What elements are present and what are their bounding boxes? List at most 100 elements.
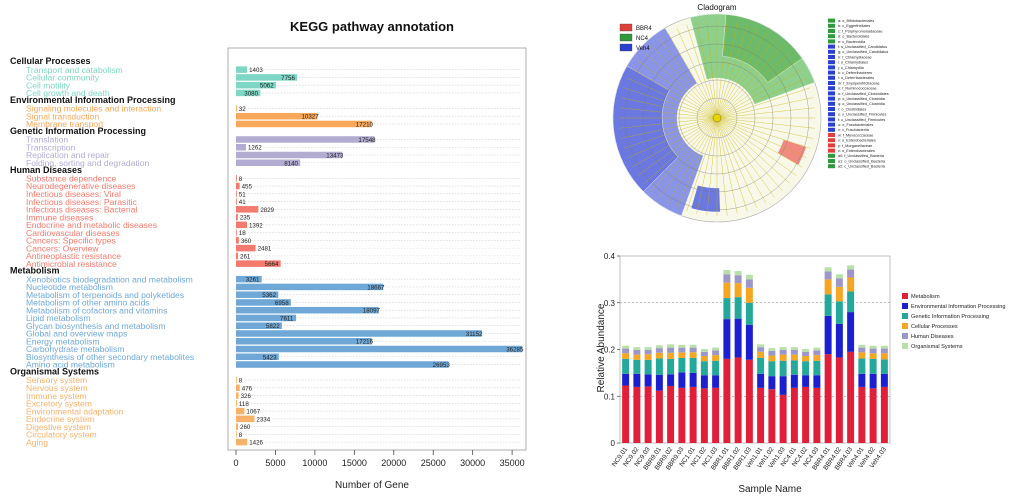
stacked-bar-segment: [858, 386, 866, 443]
cladogram-taxon-swatch: [828, 23, 835, 28]
stacked-bar-segment: [790, 347, 798, 350]
stacked-bar-segment: [824, 354, 832, 443]
stacked-bar-segment: [633, 386, 641, 443]
cladogram-branch: [627, 117, 718, 159]
stacked-bar-segment: [689, 386, 697, 443]
kegg-value-label: 6958: [275, 300, 289, 307]
stacked-bar-segment: [768, 361, 776, 377]
cladogram-taxon-swatch: [828, 96, 835, 101]
stacked-bar-segment: [723, 358, 731, 443]
cladogram-branch: [706, 117, 718, 216]
cladogram-branch: [667, 33, 718, 119]
kegg-value-label: 5664: [265, 261, 279, 268]
kegg-category-label: Infectious diseases: Viral: [26, 189, 121, 199]
stacked-bar-segment: [745, 274, 753, 280]
stacked-bar-segment: [712, 350, 720, 356]
kegg-bar: [236, 105, 237, 112]
cladogram-taxon-label: b: c_Eggerthellales: [838, 24, 870, 28]
stacked-y-tick-label: 0.4: [604, 252, 616, 261]
cladogram-branch: [696, 117, 718, 214]
kegg-bar: [236, 330, 482, 337]
stacked-bar-segment: [678, 352, 686, 358]
stacked-bar-segment: [869, 348, 877, 354]
stacked-bar-segment: [667, 344, 675, 348]
kegg-bar: [236, 151, 343, 159]
stacked-bar-segment: [858, 358, 866, 374]
kegg-chart: KEGG pathway annotation Number of Gene C…: [10, 19, 527, 491]
kegg-bar: [236, 415, 255, 423]
stacked-bar-segment: [678, 344, 686, 348]
stacked-bar-segment: [779, 360, 787, 377]
cladogram-taxon-label: a: o_Bifidobacteriales: [838, 19, 874, 23]
stacked-bar-segment: [779, 354, 787, 361]
kegg-value-label: 8: [239, 378, 243, 385]
kegg-bar: [236, 400, 237, 407]
stacked-bar-segment: [802, 356, 810, 362]
stacked-bar-segment: [790, 360, 798, 375]
cladogram-taxon-label: y: f_Morganellaceae: [838, 144, 872, 148]
kegg-value-label: 26953: [433, 362, 451, 369]
kegg-category-label: Energy metabolism: [26, 336, 100, 346]
cladogram-branch: [716, 117, 783, 191]
cladogram-taxon-label: a2: c_Unclassified_Bacteria: [838, 165, 886, 169]
stacked-bar-segment: [835, 286, 843, 302]
kegg-category-label: Metabolism of terpenoids and polyketides: [26, 290, 184, 300]
stacked-bar-segment: [655, 374, 663, 391]
kegg-bar: [236, 74, 298, 81]
cladogram-taxon-swatch: [828, 164, 835, 169]
stacked-bar-segment: [622, 345, 630, 349]
kegg-category-label: Replication and repair: [26, 150, 110, 160]
stacked-bar-segment: [712, 355, 720, 361]
cladogram-taxon-swatch: [828, 133, 835, 137]
cladogram-branch: [651, 117, 718, 191]
stacked-bar-segment: [835, 278, 843, 287]
stacked-bar-segment: [824, 315, 832, 355]
kegg-value-label: 8: [239, 176, 243, 183]
kegg-plot-frame: [227, 47, 527, 451]
stacked-bar-segment: [757, 351, 765, 358]
kegg-bar: [236, 182, 240, 190]
kegg-group-header: Metabolism: [10, 266, 60, 276]
cladogram-branch: [716, 24, 748, 119]
stacked-bar-segment: [824, 294, 832, 316]
stacked-abundance-panel: Relative Abundance Sample Name 0 0.1 0.2 0.…: [590, 238, 1024, 498]
kegg-category-label: Signal transduction: [26, 111, 99, 121]
kegg-value-label: 261: [240, 253, 251, 260]
kegg-bar: [236, 299, 291, 306]
stacked-bar-segment: [757, 373, 765, 388]
stacked-bar-segment: [678, 387, 686, 443]
kegg-category-label: Cell motility: [26, 80, 71, 90]
kegg-bar: [236, 66, 248, 73]
stacked-bar-segment: [880, 348, 888, 354]
kegg-category-label: Cell growth and death: [26, 88, 110, 98]
stacked-bar-segment: [667, 358, 675, 375]
cladogram-level-ring: [696, 97, 738, 139]
kegg-category-label: Lipid metabolism: [26, 313, 90, 323]
cladogram-taxon-swatch: [828, 112, 835, 117]
stacked-bar-segment: [689, 372, 697, 387]
kegg-value-label: 235: [240, 215, 251, 222]
stacked-bar-segment: [655, 348, 663, 353]
stacked-bar-segment: [869, 345, 877, 349]
kegg-category-label: Xenobiotics biodegradation and metabolis…: [26, 274, 193, 284]
cladogram-branch: [623, 87, 718, 119]
stacked-bar-segment: [633, 349, 641, 355]
kegg-value-label: 1426: [249, 440, 263, 447]
cladogram-branch: [686, 24, 718, 119]
cladogram-taxon-swatch: [828, 122, 835, 127]
cladogram-taxon-swatch: [828, 91, 835, 96]
stacked-abundance-chart: Relative Abundance Sample Name 0 0.1 0.2 0.…: [596, 252, 1006, 495]
stacked-bar-segment: [768, 350, 776, 356]
stacked-bar-segment: [723, 270, 731, 275]
stacked-bar-segment: [644, 347, 652, 350]
cladogram-branch: [623, 117, 718, 149]
cladogram-taxon-swatch: [828, 138, 835, 143]
kegg-value-label: 18097: [363, 308, 381, 315]
cladogram-branch: [716, 45, 783, 119]
stacked-legend-label: Organismal Systems: [911, 344, 963, 350]
cladogram-taxon-label: r: o_Clostridiales: [838, 107, 866, 111]
kegg-bar: [236, 322, 282, 329]
stacked-bar-segment: [655, 345, 663, 349]
stacked-bar-segment: [824, 279, 832, 295]
kegg-x-tick-label: 5000: [265, 458, 285, 468]
